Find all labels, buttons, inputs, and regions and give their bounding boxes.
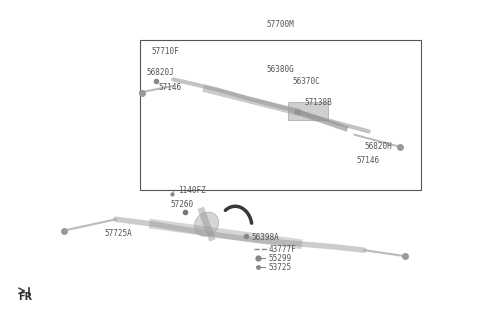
Text: 56820J: 56820J [147, 69, 175, 77]
Text: 1140FZ: 1140FZ [178, 186, 206, 195]
Text: 57725A: 57725A [104, 229, 132, 238]
Text: 56820H: 56820H [364, 142, 392, 151]
Ellipse shape [194, 212, 219, 236]
Text: 56370C: 56370C [292, 76, 320, 86]
Text: 57700M: 57700M [267, 20, 294, 29]
Text: 53725: 53725 [269, 263, 292, 272]
Text: 55299: 55299 [269, 254, 292, 263]
Text: 57260: 57260 [171, 200, 194, 209]
Text: 56398A: 56398A [252, 233, 280, 242]
Text: FR: FR [18, 292, 32, 302]
Text: 57146: 57146 [159, 83, 182, 92]
Bar [288, 102, 328, 120]
Text: 57146: 57146 [357, 156, 380, 165]
Text: 57710F: 57710F [152, 47, 180, 56]
Text: 57138B: 57138B [304, 98, 332, 107]
Text: 43777F: 43777F [269, 245, 296, 254]
Text: 56380G: 56380G [266, 65, 294, 74]
